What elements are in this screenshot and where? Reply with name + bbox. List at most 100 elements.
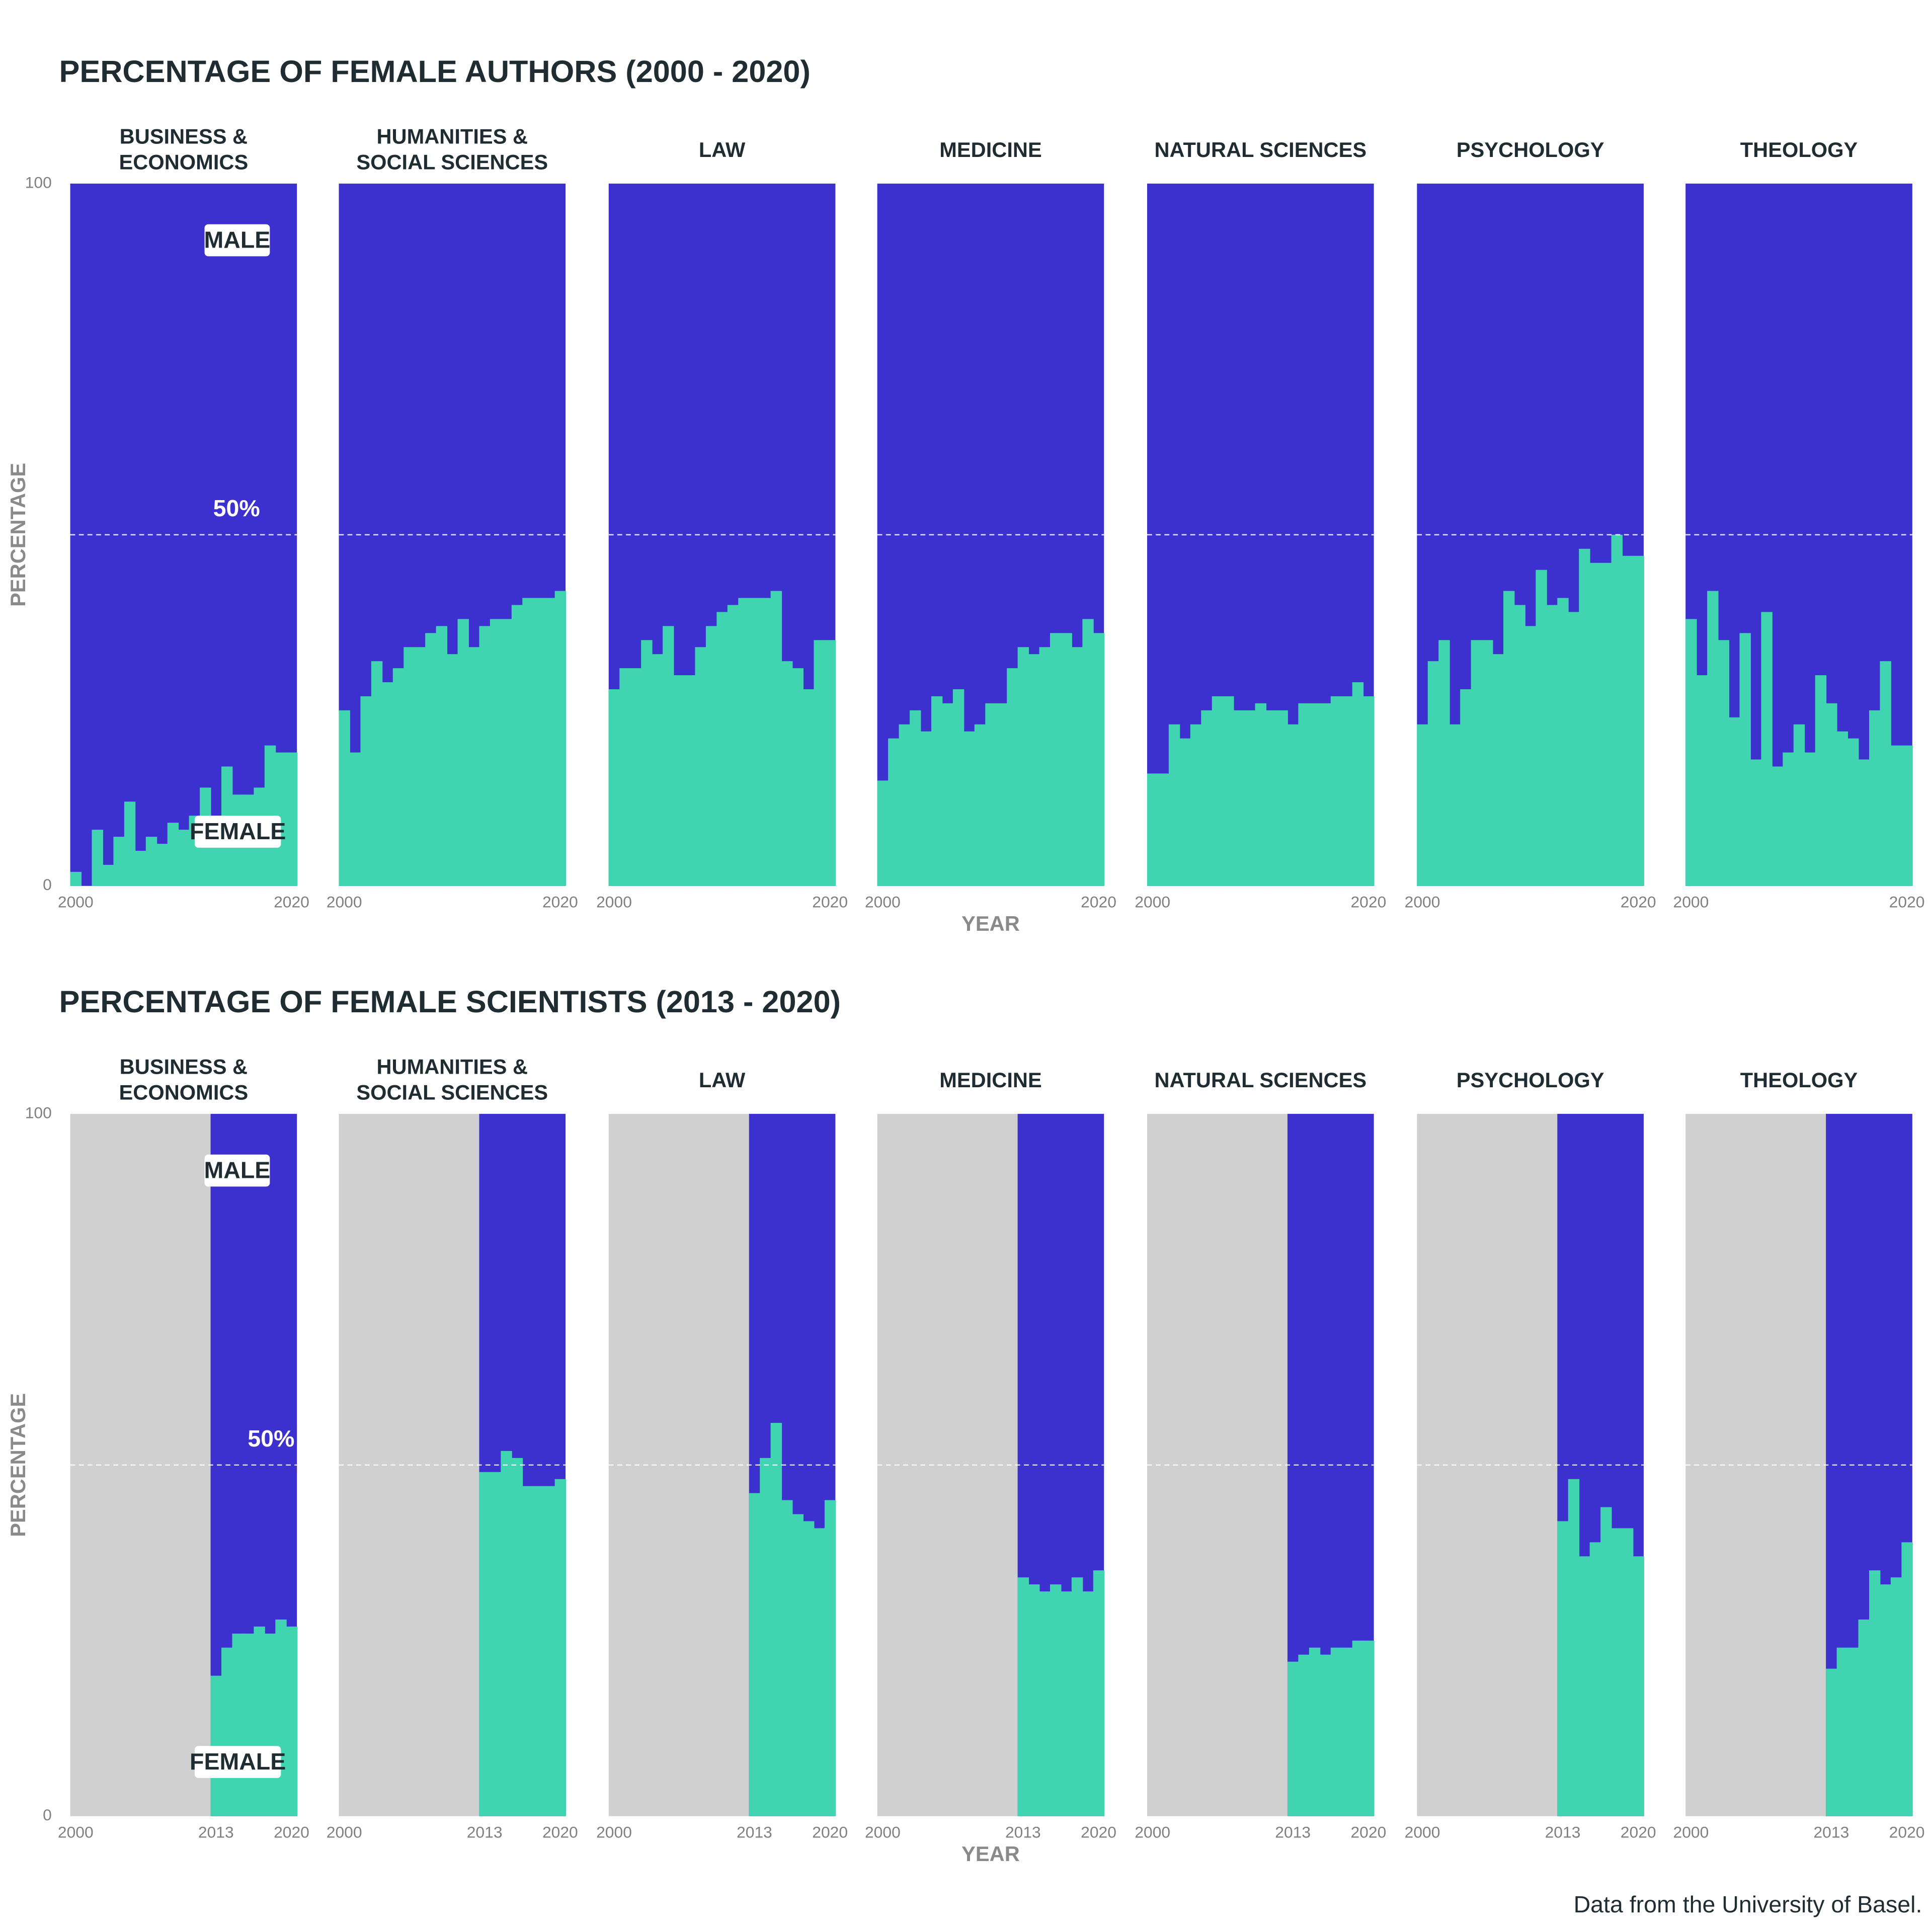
female-bar — [1589, 1542, 1601, 1816]
female-bar — [1212, 696, 1224, 886]
female-bar — [511, 1458, 523, 1816]
female-bar — [641, 640, 653, 886]
female-bar — [1826, 1668, 1837, 1816]
female-bar — [770, 591, 782, 886]
female-bar — [1255, 703, 1267, 886]
female-bar — [1320, 1654, 1331, 1816]
female-bar — [1039, 647, 1051, 886]
x-tick-label: 2020 — [542, 893, 578, 911]
annotation-text: MALE — [204, 226, 271, 253]
x-axis-label: YEAR — [961, 912, 1020, 935]
x-tick-label: 2020 — [542, 1823, 578, 1841]
female-bar — [1600, 562, 1612, 886]
female-bar — [1761, 612, 1773, 886]
female-bar — [1168, 724, 1180, 886]
female-bar — [1061, 633, 1072, 886]
female-bar — [781, 661, 793, 886]
female-bar — [824, 640, 836, 886]
x-tick-label: 2020 — [812, 1823, 848, 1841]
female-bar — [479, 626, 491, 886]
female-bar — [1017, 1577, 1029, 1816]
female-bar — [286, 752, 298, 886]
female-bar — [1718, 640, 1730, 886]
facet-title: PSYCHOLOGY — [1457, 138, 1604, 162]
female-bar — [1330, 1647, 1342, 1816]
female-bar — [1524, 626, 1537, 886]
female-bar — [479, 1472, 491, 1816]
x-tick-label: 2013 — [1813, 1823, 1849, 1841]
female-bar — [447, 654, 458, 886]
x-tick-label: 2013 — [1005, 1823, 1041, 1841]
female-bar — [705, 626, 717, 886]
female-bar — [684, 675, 696, 886]
female-bar — [1071, 647, 1083, 886]
female-bar — [727, 605, 739, 886]
female-bar — [275, 752, 287, 886]
x-tick-label: 2000 — [865, 893, 901, 911]
female-bar — [814, 1528, 825, 1816]
female-bar — [1557, 598, 1569, 886]
female-bar — [673, 675, 685, 886]
x-tick-label: 2020 — [1350, 1823, 1386, 1841]
female-bar — [1869, 710, 1881, 886]
facet-title: LAW — [699, 138, 746, 162]
female-bar — [1147, 773, 1159, 886]
female-bar — [920, 731, 932, 886]
female-bar — [1847, 1647, 1859, 1816]
annotation: FEMALE — [190, 1746, 286, 1778]
facet-title: HUMANITIES & — [376, 124, 528, 148]
female-bar — [501, 619, 512, 886]
female-bar — [781, 1500, 793, 1816]
female-bar — [1050, 633, 1062, 886]
female-bar — [1579, 548, 1590, 886]
facet-title: BUSINESS & — [120, 1055, 248, 1078]
female-bar — [1298, 1654, 1310, 1816]
female-bar — [1536, 570, 1547, 886]
female-bar — [1320, 703, 1331, 886]
female-bar — [630, 668, 642, 886]
female-bar — [1750, 759, 1762, 886]
female-bar — [1363, 1640, 1375, 1816]
female-bar — [1772, 766, 1784, 886]
female-bar — [652, 654, 664, 886]
x-tick-label: 2013 — [198, 1823, 234, 1841]
female-bar — [1071, 1577, 1083, 1816]
chart-title: PERCENTAGE OF FEMALE SCIENTISTS (2013 - … — [59, 985, 841, 1019]
female-bar — [931, 696, 943, 886]
female-bar — [382, 682, 393, 886]
annotation-box — [204, 224, 270, 257]
x-tick-label: 2000 — [327, 893, 362, 911]
female-bar — [1352, 1640, 1364, 1816]
annotation: FEMALE — [190, 816, 286, 848]
female-bar — [522, 1486, 534, 1816]
female-bar — [942, 703, 953, 886]
x-tick-label: 2000 — [1673, 1823, 1709, 1841]
female-bar — [1633, 555, 1644, 886]
female-bar — [792, 1514, 804, 1816]
female-bar — [899, 724, 911, 886]
female-bar — [1028, 1584, 1040, 1816]
female-bar — [760, 1458, 771, 1816]
female-bar — [695, 647, 706, 886]
female-bar — [1082, 1591, 1094, 1816]
female-bar — [264, 1633, 276, 1816]
female-bar — [1611, 1528, 1623, 1816]
female-bar — [1815, 675, 1827, 886]
female-bar — [1901, 745, 1913, 886]
female-bar — [1600, 1507, 1612, 1816]
female-bar — [1579, 1556, 1590, 1816]
female-bar — [985, 703, 997, 886]
y-axis-label: PERCENTAGE — [6, 1393, 30, 1537]
female-bar — [1858, 1619, 1870, 1816]
female-bar — [1869, 1570, 1881, 1816]
female-bar — [544, 1486, 555, 1816]
x-tick-label: 2020 — [1081, 1823, 1116, 1841]
female-bar — [1622, 555, 1634, 886]
facet-title: MEDICINE — [939, 138, 1042, 162]
female-bar — [1739, 633, 1751, 886]
female-bar — [490, 619, 502, 886]
x-tick-label: 2000 — [596, 1823, 632, 1841]
female-bar — [1783, 752, 1794, 886]
x-tick-label: 2013 — [1545, 1823, 1581, 1841]
facet-title: SOCIAL SCIENCES — [356, 150, 548, 174]
